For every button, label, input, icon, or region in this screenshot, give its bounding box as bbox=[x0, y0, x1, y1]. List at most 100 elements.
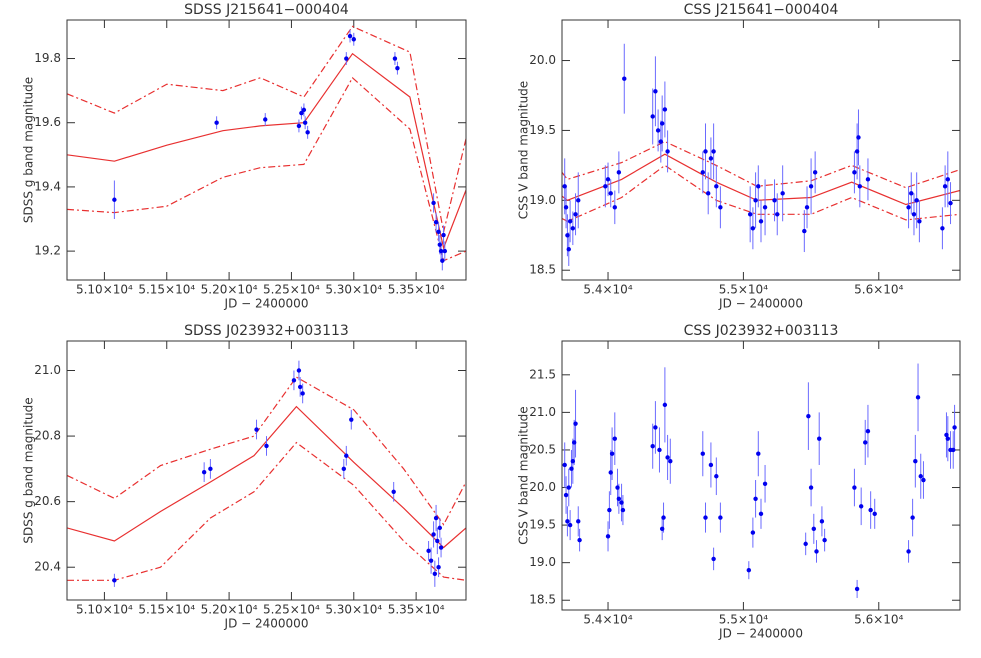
data-point bbox=[706, 191, 711, 196]
data-point bbox=[806, 413, 811, 419]
model-line bbox=[67, 405, 466, 549]
data-point bbox=[302, 120, 308, 125]
data-point bbox=[615, 485, 620, 490]
data-point bbox=[772, 198, 777, 203]
data-point bbox=[909, 191, 914, 196]
data-point bbox=[863, 440, 868, 445]
data-point bbox=[650, 114, 655, 119]
y-tick-label: 20.8 bbox=[34, 429, 61, 443]
x-tick-label: 5.6×10⁴ bbox=[854, 613, 903, 627]
data-point bbox=[662, 402, 668, 408]
y-axis-label: CSS V band magnitude bbox=[517, 406, 531, 544]
data-point bbox=[344, 453, 349, 458]
y-axis-label: SDSS g band magnitude bbox=[22, 397, 36, 543]
chart-title: SDSS J215641−000404 bbox=[184, 2, 349, 18]
data-point bbox=[620, 507, 626, 513]
plot-area bbox=[67, 25, 466, 271]
data-point bbox=[432, 571, 438, 576]
data-point bbox=[436, 229, 441, 235]
data-point bbox=[662, 107, 668, 112]
data-point bbox=[299, 110, 304, 116]
data-point bbox=[758, 219, 764, 224]
data-point bbox=[442, 248, 448, 254]
y-tick-label: 19.5 bbox=[529, 518, 556, 532]
data-point bbox=[665, 149, 670, 154]
data-point bbox=[756, 451, 761, 456]
data-point bbox=[347, 33, 353, 39]
y-tick-label: 20.6 bbox=[34, 494, 61, 508]
data-point bbox=[428, 558, 434, 563]
data-point bbox=[612, 205, 617, 210]
y-tick-label: 21.5 bbox=[529, 367, 556, 381]
plot-area bbox=[562, 43, 960, 267]
data-point bbox=[700, 451, 705, 456]
data-point bbox=[917, 219, 922, 224]
y-tick-label: 19.0 bbox=[529, 555, 556, 569]
data-point bbox=[817, 436, 822, 441]
model-envelope bbox=[67, 376, 466, 526]
data-point bbox=[431, 532, 436, 537]
plot-frame bbox=[561, 340, 961, 611]
x-tick-label: 5.20×10⁴ bbox=[201, 283, 258, 297]
data-point bbox=[565, 233, 570, 238]
data-point bbox=[942, 184, 948, 189]
x-axis-label: JD − 2400000 bbox=[224, 297, 309, 311]
data-point bbox=[910, 515, 915, 520]
data-point bbox=[762, 481, 768, 486]
model-envelope bbox=[67, 76, 466, 262]
data-point bbox=[854, 149, 860, 154]
data-point bbox=[112, 197, 117, 202]
x-tick-label: 5.10×10⁴ bbox=[76, 283, 133, 297]
data-point bbox=[865, 177, 871, 182]
data-point bbox=[214, 120, 219, 125]
x-tick-label: 5.15×10⁴ bbox=[138, 603, 195, 617]
data-point bbox=[263, 117, 268, 122]
data-point bbox=[440, 258, 445, 263]
data-point bbox=[296, 123, 302, 129]
data-point bbox=[112, 578, 117, 583]
x-axis-label: JD − 2400000 bbox=[718, 297, 803, 311]
model-envelope bbox=[562, 140, 960, 189]
data-point bbox=[566, 485, 571, 490]
model-line bbox=[67, 52, 466, 250]
data-point bbox=[802, 228, 807, 234]
data-point bbox=[254, 427, 259, 432]
data-point bbox=[857, 184, 863, 189]
data-point bbox=[906, 549, 911, 554]
data-point bbox=[700, 170, 705, 175]
y-tick-label: 19.4 bbox=[34, 179, 61, 193]
data-point bbox=[573, 421, 578, 426]
data-point bbox=[951, 447, 956, 453]
y-tick-label: 19.5 bbox=[529, 123, 556, 137]
plot-area bbox=[67, 360, 466, 587]
data-point bbox=[913, 459, 918, 464]
data-point bbox=[341, 466, 347, 472]
data-point bbox=[607, 507, 612, 513]
x-tick-label: 5.4×10⁴ bbox=[583, 613, 632, 627]
x-tick-label: 5.30×10⁴ bbox=[325, 283, 382, 297]
data-point bbox=[711, 556, 716, 562]
x-tick-label: 5.5×10⁴ bbox=[719, 613, 768, 627]
data-point bbox=[753, 198, 758, 203]
data-point bbox=[653, 89, 658, 94]
data-point bbox=[945, 436, 951, 441]
data-point bbox=[872, 511, 877, 517]
y-tick-label: 20.0 bbox=[529, 53, 556, 67]
data-point bbox=[565, 519, 570, 524]
data-point bbox=[608, 191, 613, 196]
data-point bbox=[762, 205, 768, 210]
data-point bbox=[708, 462, 714, 468]
data-point bbox=[865, 428, 871, 434]
data-point bbox=[344, 56, 349, 61]
data-point bbox=[567, 522, 573, 528]
data-point bbox=[659, 526, 665, 532]
data-point bbox=[918, 474, 923, 479]
data-point bbox=[612, 436, 617, 441]
data-point bbox=[659, 121, 665, 126]
x-axis-label: JD − 2400000 bbox=[718, 627, 803, 641]
data-point bbox=[780, 191, 785, 196]
data-point bbox=[661, 515, 666, 520]
data-point bbox=[822, 537, 827, 543]
x-tick-label: 5.35×10⁴ bbox=[388, 283, 445, 297]
